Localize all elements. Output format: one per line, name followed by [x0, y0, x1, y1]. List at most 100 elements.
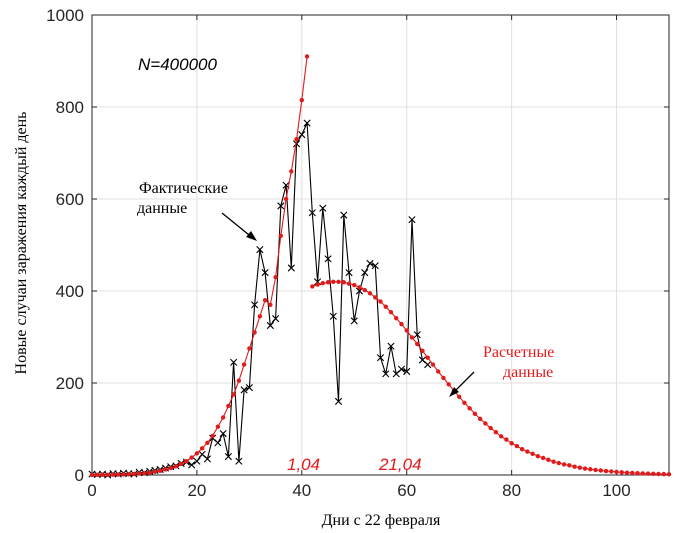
- data-point: [462, 400, 467, 405]
- data-point: [100, 472, 105, 478]
- date-label-1-04: 1,04: [287, 455, 320, 474]
- data-point: [546, 457, 551, 463]
- data-point: [320, 280, 325, 286]
- actual-data-label-line2: данные: [137, 200, 187, 217]
- data-point: [530, 451, 535, 457]
- series-line: [92, 56, 308, 476]
- data-point: [310, 284, 315, 289]
- y-tick-label: 400: [56, 282, 84, 301]
- data-point: [262, 298, 268, 303]
- data-point: [331, 279, 336, 284]
- data-point: [472, 411, 478, 417]
- data-point: [137, 471, 142, 476]
- data-point: [367, 291, 373, 296]
- data-point: [224, 453, 232, 461]
- data-point: [299, 97, 305, 103]
- data-point: [387, 342, 395, 350]
- data-point: [420, 348, 425, 353]
- data-point: [509, 441, 514, 446]
- data-point: [325, 280, 331, 285]
- data-point: [345, 269, 353, 277]
- plot-frame: [91, 14, 670, 476]
- data-point: [205, 440, 210, 445]
- data-point: [266, 321, 274, 330]
- data-point: [514, 443, 520, 449]
- data-point: [252, 330, 257, 335]
- data-point: [441, 375, 446, 381]
- x-tick-label: 0: [87, 481, 96, 500]
- data-point: [561, 462, 567, 467]
- data-point: [219, 430, 227, 438]
- x-tick-label: 60: [397, 481, 416, 500]
- series-1: [88, 119, 432, 479]
- data-point: [194, 451, 200, 456]
- y-tick-label: 200: [56, 374, 84, 393]
- actual-data-label-line1: Фактические: [139, 180, 228, 197]
- data-point: [593, 467, 598, 473]
- data-point: [567, 463, 572, 468]
- data-point: [256, 246, 264, 254]
- series-line: [312, 281, 670, 475]
- data-point: [315, 282, 320, 287]
- data-point: [446, 382, 451, 387]
- data-point: [240, 386, 248, 394]
- data-point: [121, 472, 126, 477]
- data-point: [298, 131, 306, 139]
- data-point: [493, 430, 499, 435]
- data-point: [413, 331, 421, 339]
- population-label: N=400000: [138, 55, 217, 74]
- data-point: [188, 461, 196, 469]
- data-point: [236, 378, 242, 383]
- data-point: [572, 464, 577, 469]
- data-point: [383, 304, 388, 309]
- data-point: [535, 453, 541, 459]
- data-point: [268, 302, 273, 307]
- data-point: [147, 470, 152, 475]
- data-point: [214, 439, 222, 447]
- data-point: [230, 358, 238, 366]
- data-point: [357, 285, 362, 290]
- data-point: [645, 471, 651, 476]
- data-point: [415, 341, 420, 347]
- data-point: [525, 449, 530, 454]
- data-point: [308, 209, 316, 217]
- data-point: [350, 317, 358, 325]
- data-point: [403, 367, 411, 376]
- data-point: [577, 465, 583, 470]
- date-label-21-04: 21,04: [378, 455, 422, 474]
- data-point: [163, 467, 168, 472]
- data-point: [142, 470, 147, 476]
- x-axis-label: Дни с 22 февраля: [322, 512, 441, 529]
- data-point: [336, 279, 341, 284]
- data-point: [394, 315, 399, 321]
- data-point: [371, 262, 379, 270]
- data-point: [289, 169, 294, 174]
- series-2: [89, 54, 310, 478]
- data-point: [361, 269, 369, 277]
- data-point: [334, 397, 343, 405]
- data-point: [614, 469, 619, 475]
- data-point: [257, 314, 263, 319]
- actual-data-arrowhead: [246, 231, 257, 241]
- data-point: [519, 447, 525, 452]
- y-ticks: 0 200 400 600 800 1000: [46, 6, 669, 485]
- data-point: [376, 354, 385, 362]
- data-point: [477, 416, 483, 422]
- data-point: [193, 457, 201, 465]
- x-ticks: 0 20 40 60 80 100: [87, 15, 631, 500]
- model-data-label-line2: данные: [503, 364, 553, 381]
- x-tick-label: 80: [502, 481, 521, 500]
- data-point: [436, 369, 441, 374]
- data-point: [324, 255, 332, 263]
- data-point: [609, 469, 614, 474]
- data-point: [404, 328, 409, 333]
- data-point: [551, 459, 556, 464]
- x-tick-label: 100: [602, 481, 630, 500]
- data-point: [220, 415, 226, 420]
- x-tick-label: 20: [187, 481, 206, 500]
- series-layer: [88, 54, 672, 479]
- data-point: [287, 264, 295, 272]
- data-point: [304, 54, 310, 59]
- data-point: [173, 464, 179, 469]
- data-point: [89, 472, 95, 478]
